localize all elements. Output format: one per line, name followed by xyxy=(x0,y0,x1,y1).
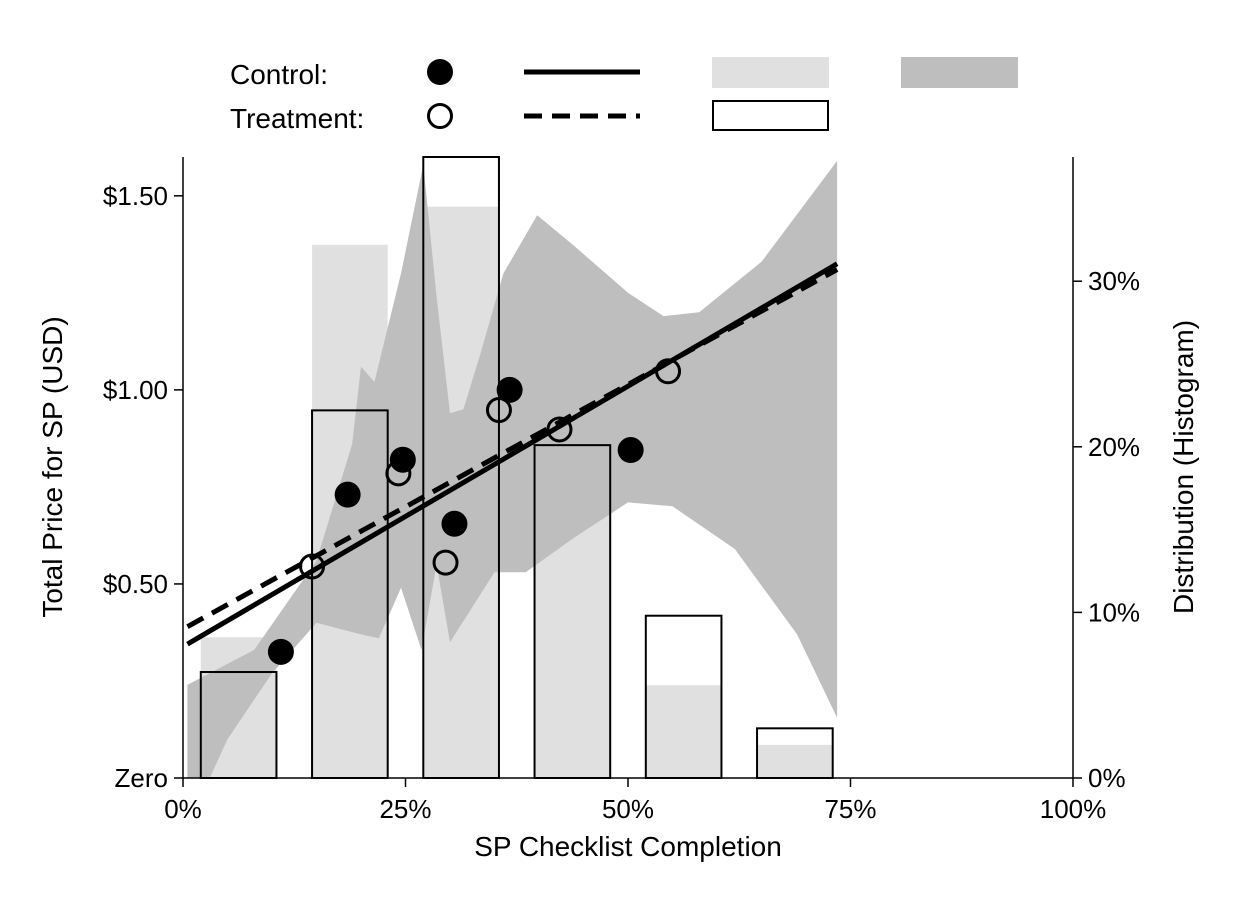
y2-tick-label-4: 30% xyxy=(1088,266,1140,296)
y-tick-label-4: $1.50 xyxy=(103,181,168,211)
tick-marks: 0% 25% 50% 75% 100% Zero $0.50 $1.00 $1.50 0% 10% 2… xyxy=(103,181,1140,824)
treatment-point-5 xyxy=(546,416,573,443)
y2-tick-label-1: 0% xyxy=(1088,763,1126,793)
y2-axis-title: Distribution (Histogram) xyxy=(1168,320,1199,614)
treatment-point-4 xyxy=(485,397,512,424)
x-tick-label-2: 25% xyxy=(379,794,431,824)
treatment-point-6 xyxy=(655,358,682,385)
control-point-2 xyxy=(334,481,361,508)
x-tick-label-4: 75% xyxy=(824,794,876,824)
y-tick-label-2: $0.50 xyxy=(103,569,168,599)
legend-treatment-histogram-swatch xyxy=(712,100,829,131)
control-point-5 xyxy=(496,376,523,403)
legend-treatment-marker xyxy=(427,103,453,129)
control-point-1 xyxy=(267,638,294,665)
legend-confidence-band-swatch xyxy=(901,57,1018,88)
control-point-3 xyxy=(389,446,416,473)
legend-treatment-label: Treatment: xyxy=(230,103,364,134)
control-point-4 xyxy=(441,510,468,537)
y2-tick-label-3: 20% xyxy=(1088,432,1140,462)
x-tick-label-1: 0% xyxy=(164,794,202,824)
legend-control-histogram-swatch xyxy=(712,57,829,88)
control-histogram-bar-6 xyxy=(757,744,833,778)
confidence-band-area xyxy=(187,160,838,778)
x-axis-title: SP Checklist Completion xyxy=(474,831,782,862)
data-points xyxy=(267,358,682,665)
legend: Control: Treatment: xyxy=(230,57,1018,134)
treatment-fit-line xyxy=(186,267,839,629)
treatment-point-3 xyxy=(432,549,459,576)
legend-control-marker xyxy=(427,59,453,85)
legend-control-label: Control: xyxy=(230,59,328,90)
control-histogram-bar-5 xyxy=(645,685,722,778)
fit-lines xyxy=(186,261,839,647)
y-axis-title: Total Price for SP (USD) xyxy=(37,316,68,617)
confidence-band xyxy=(187,160,838,778)
control-point-6 xyxy=(617,437,644,464)
y-tick-label-1: Zero xyxy=(115,763,168,793)
y-tick-label-3: $1.00 xyxy=(103,375,168,405)
treatment-point-2 xyxy=(385,460,412,487)
x-tick-label-3: 50% xyxy=(602,794,654,824)
x-tick-label-5: 100% xyxy=(1040,794,1107,824)
treatment-point-1 xyxy=(299,553,326,580)
y2-tick-label-2: 10% xyxy=(1088,597,1140,627)
